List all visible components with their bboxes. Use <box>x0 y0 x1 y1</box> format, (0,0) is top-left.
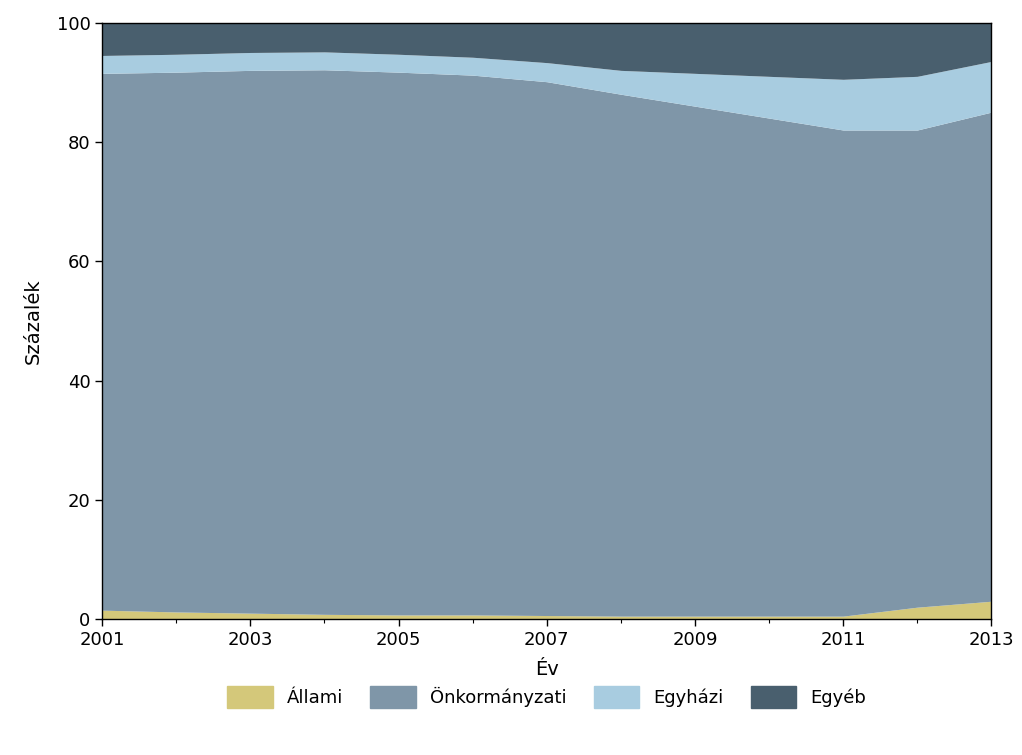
X-axis label: Év: Év <box>535 660 559 679</box>
Y-axis label: Százalék: Százalék <box>24 278 43 364</box>
Legend: Állami, Önkormányzati, Egyházi, Egyéb: Állami, Önkormányzati, Egyházi, Egyéb <box>219 677 875 717</box>
